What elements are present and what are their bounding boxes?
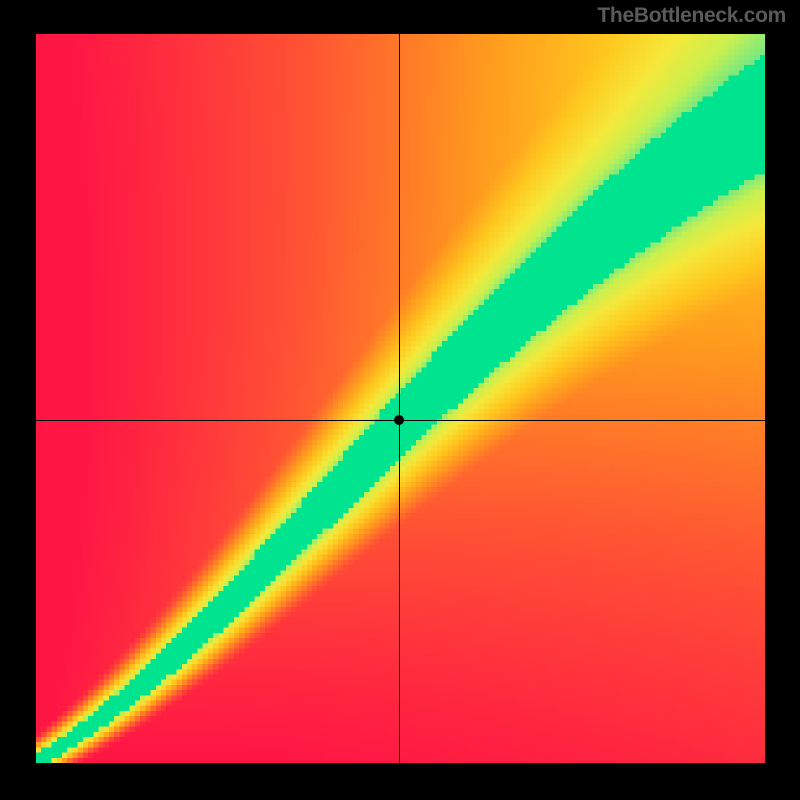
data-point-marker — [394, 415, 404, 425]
watermark-text: TheBottleneck.com — [597, 4, 786, 28]
crosshair-vertical — [399, 34, 400, 763]
bottleneck-heatmap — [36, 34, 765, 763]
heatmap-canvas — [36, 34, 765, 763]
